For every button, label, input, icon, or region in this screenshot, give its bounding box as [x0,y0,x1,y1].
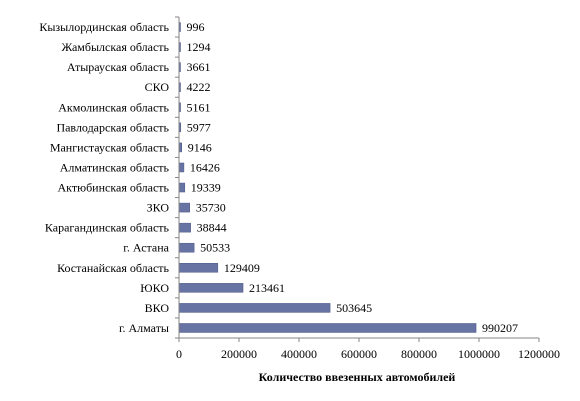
data-label: 5161 [187,100,211,114]
x-tick-label: 800000 [401,347,437,361]
category-labels: Кызылординская область Жамбылская область… [39,20,169,335]
value-labels: 996 1294 3661 4222 5161 5977 9146 16426 19339 357… [187,20,519,335]
data-label: 503645 [336,301,372,315]
category-label: Карагандинская область [45,221,170,235]
category-label: г. Астана [123,241,169,255]
bars-group [178,22,477,333]
data-label: 16426 [190,160,220,174]
bar [178,263,219,273]
data-label: 4222 [187,80,211,94]
axes-group [175,16,540,342]
category-label: Жамбылская область [61,40,169,54]
x-axis-title: Количество ввезенных автомобилей [259,370,456,384]
category-label: Актюбинская область [58,181,170,195]
category-label: СКО [145,80,170,94]
category-label: Алматинская область [60,160,170,174]
data-label: 996 [187,20,205,34]
data-label: 38844 [197,221,227,235]
data-label: 129409 [224,261,260,275]
category-label: Павлодарская область [56,120,169,134]
x-tick-label: 200000 [221,347,257,361]
data-label: 3661 [187,60,211,74]
bar [178,323,477,333]
bar [178,242,195,253]
bar [178,202,190,213]
x-tick-label: 1000000 [458,347,500,361]
data-label: 35730 [196,201,226,215]
category-label: г. Алматы [119,321,169,335]
data-label: 50533 [200,241,230,255]
x-ticks: 0 200000 400000 600000 800000 1000000 1200000 [176,347,560,361]
category-label: ЗКО [147,201,170,215]
bar [178,182,186,193]
data-label: 990207 [482,321,518,335]
bar [178,222,191,233]
data-label: 5977 [187,120,211,134]
category-label: ЮКО [140,281,169,295]
x-tick-label: 600000 [341,347,377,361]
category-label: Кызылординская область [39,20,169,34]
x-tick-label: 1200000 [518,347,560,361]
x-tick-label: 0 [176,347,182,361]
category-label: ВКО [145,301,170,315]
x-tick-label: 400000 [281,347,317,361]
bar [178,303,331,313]
data-label: 1294 [187,40,211,54]
bar [178,283,244,293]
category-label: Атырауская область [67,60,170,74]
data-label: 213461 [249,281,285,295]
bar [178,162,185,173]
category-label: Акмолинская область [58,100,169,114]
category-label: Костанайская область [57,261,169,275]
data-label: 19339 [191,181,221,195]
data-label: 9146 [188,140,212,154]
category-label: Мангистауская область [50,140,170,154]
